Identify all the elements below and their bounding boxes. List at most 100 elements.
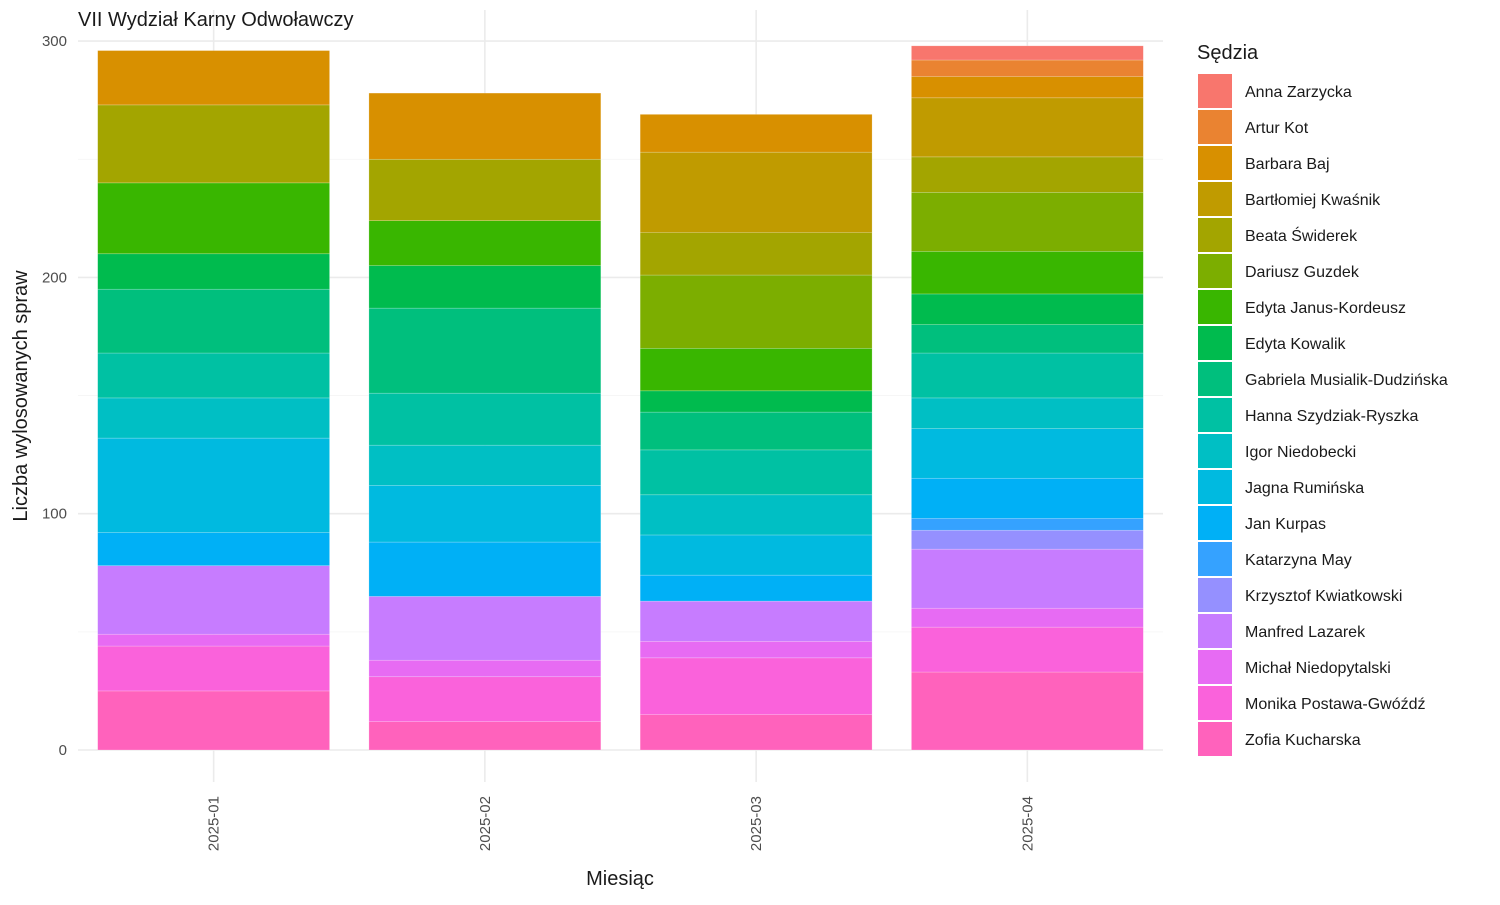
legend-label: Manfred Lazarek: [1245, 624, 1366, 641]
bar-segment: [639, 600, 873, 642]
legend-label: Jan Kurpas: [1245, 516, 1326, 533]
bar-segment: [368, 444, 602, 486]
bar-segment: [97, 182, 330, 255]
bar-segment: [368, 307, 602, 394]
axes-layer: 0 100 200 300 2025-01 2025-02 2025-03 2025-04: [42, 33, 1036, 851]
bar-segment: [911, 192, 1144, 252]
bar-segment: [911, 626, 1144, 673]
bar-segment: [97, 288, 330, 354]
bar-segment: [97, 104, 330, 184]
bar-segment: [368, 485, 602, 543]
legend-label: Monika Postawa-Gwóźdź: [1245, 696, 1426, 713]
bar-segment: [639, 411, 873, 451]
bar-segment: [639, 714, 873, 751]
bar-segment: [639, 274, 873, 349]
bar-segment: [97, 565, 330, 635]
legend-title: Sędzia: [1197, 42, 1259, 64]
bars-layer: [97, 45, 1144, 751]
legend-key: [1198, 434, 1232, 468]
bar-segment: [639, 232, 873, 276]
legend-key: [1198, 506, 1232, 540]
bar-segment: [911, 97, 1144, 158]
legend-key: [1198, 182, 1232, 216]
x-tick-label: 2025-02: [477, 796, 494, 851]
legend-label: Dariusz Guzdek: [1245, 264, 1360, 281]
legend-key: [1198, 470, 1232, 504]
bar-segment: [368, 596, 602, 661]
bar-segment: [97, 437, 330, 533]
bar-segment: [639, 114, 873, 153]
bar-segment: [368, 158, 602, 221]
bar-segment: [911, 671, 1144, 751]
legend: Sędzia Anna Zarzycka Artur Kot Barbara Baj…: [1197, 42, 1448, 756]
bar-segment: [911, 59, 1144, 77]
bar-segment: [639, 641, 873, 659]
legend-label: Edyta Janus-Kordeusz: [1245, 300, 1406, 317]
bar-segment: [911, 45, 1144, 61]
legend-label: Barbara Baj: [1245, 156, 1330, 173]
y-tick-label: 300: [42, 33, 67, 50]
bar-segment: [97, 253, 330, 290]
legend-key: [1198, 722, 1232, 756]
x-tick-label: 2025-01: [206, 796, 223, 851]
bar-segment: [911, 529, 1144, 550]
legend-label: Katarzyna May: [1245, 552, 1352, 569]
legend-key: [1198, 74, 1232, 108]
legend-label: Artur Kot: [1245, 120, 1309, 137]
bar-segment: [368, 220, 602, 266]
x-axis-title: Miesiąc: [586, 868, 654, 890]
x-tick-label: 2025-03: [748, 796, 765, 851]
bar-segment: [911, 76, 1144, 99]
chart-title: VII Wydział Karny Odwoławczy: [78, 9, 353, 31]
y-tick-label: 0: [59, 742, 67, 759]
legend-label: Beata Świderek: [1245, 226, 1358, 245]
legend-key: [1198, 254, 1232, 288]
legend-label: Igor Niedobecki: [1245, 444, 1356, 461]
bar-segment: [639, 657, 873, 715]
legend-label: Gabriela Musialik-Dudzińska: [1245, 372, 1448, 389]
legend-key: [1198, 290, 1232, 324]
bar-segment: [639, 390, 873, 413]
legend-label: Michał Niedopytalski: [1245, 660, 1391, 677]
bar-segment: [639, 151, 873, 233]
x-tick-label: 2025-04: [1019, 796, 1036, 851]
legend-key: [1198, 362, 1232, 396]
legend-key: [1198, 614, 1232, 648]
bar-segment: [368, 392, 602, 446]
legend-label: Krzysztof Kwiatkowski: [1245, 588, 1402, 605]
legend-key: [1198, 146, 1232, 180]
y-tick-label: 100: [42, 506, 67, 523]
bar-segment: [639, 449, 873, 496]
legend-key: [1198, 650, 1232, 684]
bar-segment: [911, 156, 1144, 193]
bar-segment: [911, 518, 1144, 531]
bar-segment: [639, 494, 873, 536]
bar-segment: [368, 676, 602, 722]
bar-segment: [368, 92, 602, 160]
bar-segment: [911, 477, 1144, 519]
legend-label: Jagna Rumińska: [1245, 480, 1364, 497]
bar-segment: [97, 50, 330, 106]
bar-segment: [639, 574, 873, 602]
legend-label: Anna Zarzycka: [1245, 84, 1352, 101]
bar-segment: [911, 293, 1144, 325]
legend-key: [1198, 398, 1232, 432]
legend-key: [1198, 110, 1232, 144]
bar-segment: [97, 633, 330, 647]
legend-key: [1198, 578, 1232, 612]
legend-key: [1198, 326, 1232, 360]
bar-segment: [911, 352, 1144, 399]
bar-segment: [368, 265, 602, 309]
bar-segment: [368, 541, 602, 597]
legend-label: Bartłomiej Kwaśnik: [1245, 192, 1381, 209]
legend-key: [1198, 686, 1232, 720]
y-tick-label: 200: [42, 269, 67, 286]
bar-segment: [639, 347, 873, 392]
legend-label: Zofia Kucharska: [1245, 732, 1361, 749]
bar-segment: [368, 659, 602, 678]
bar-segment: [368, 721, 602, 751]
bar-segment: [97, 532, 330, 566]
bar-segment: [97, 352, 330, 399]
bar-segment: [911, 324, 1144, 354]
y-axis-title: Liczba wylosowanych spraw: [10, 270, 32, 522]
